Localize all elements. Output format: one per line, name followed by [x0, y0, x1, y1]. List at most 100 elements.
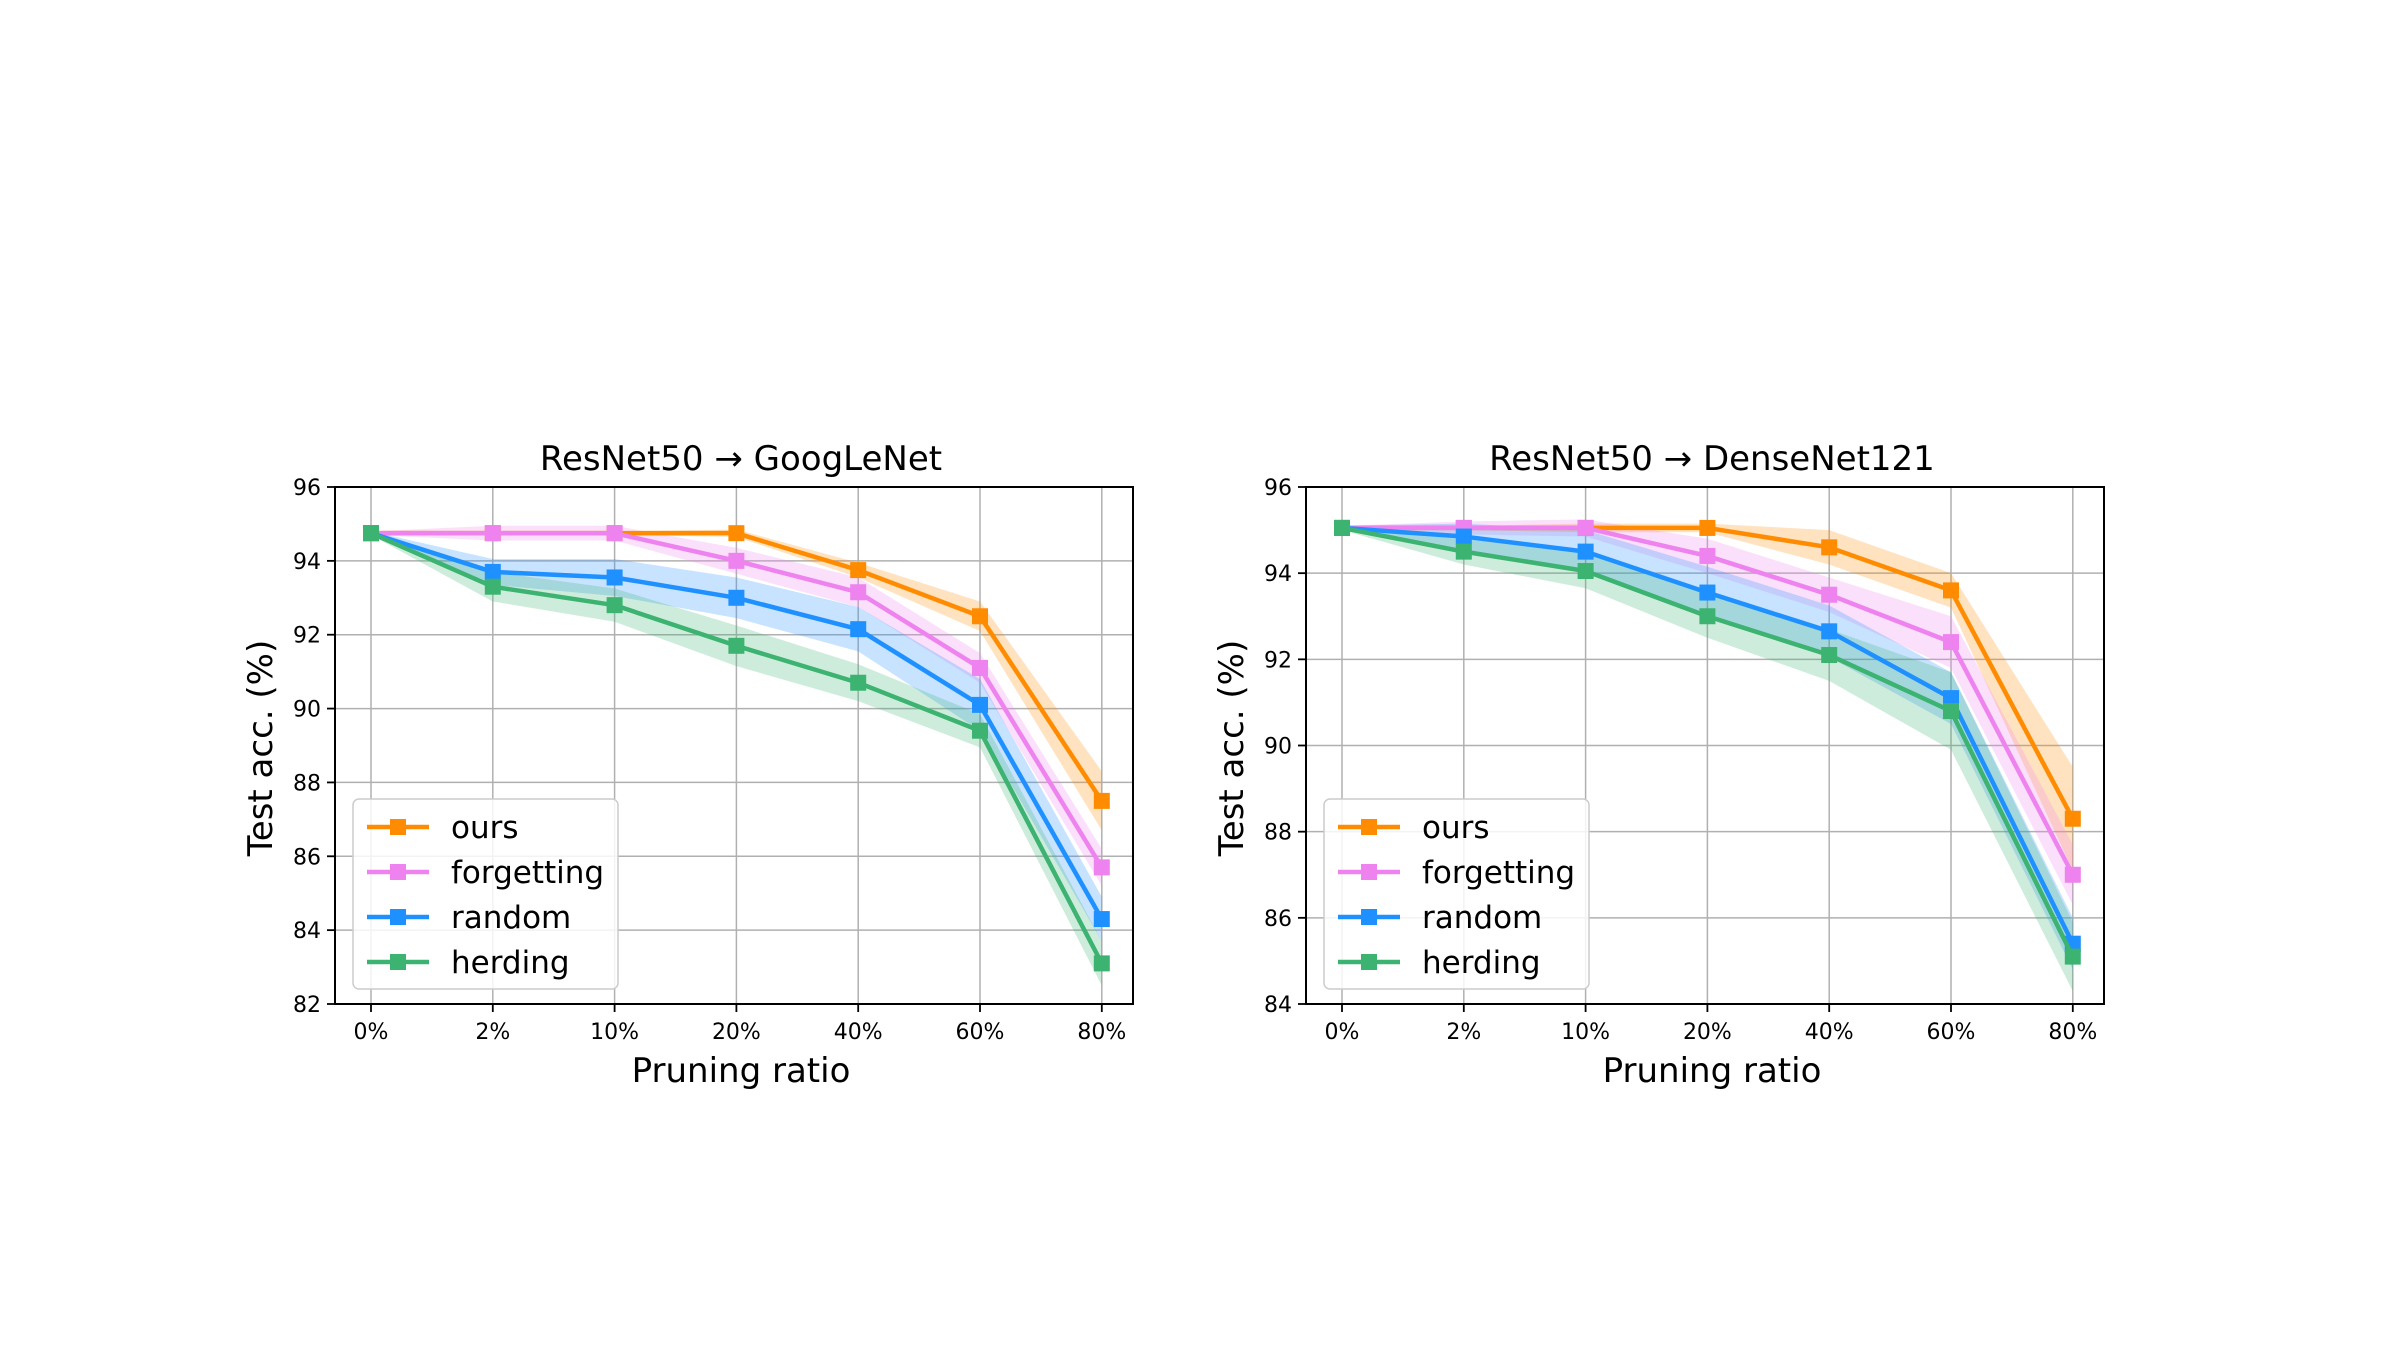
data-point-random	[606, 569, 623, 586]
data-point-forgetting	[1093, 859, 1110, 876]
data-point-herding	[1455, 543, 1472, 560]
x-axis-label: Pruning ratio	[632, 1051, 851, 1091]
legend-label-ours: ours	[1422, 810, 1490, 846]
data-point-ours	[850, 562, 867, 579]
data-point-ours	[1943, 582, 1959, 599]
x-tick-label: 60%	[956, 1020, 1005, 1045]
legend-label-herding: herding	[1422, 945, 1541, 981]
x-axis-label: Pruning ratio	[1603, 1051, 1822, 1091]
x-tick-label: 2%	[475, 1020, 510, 1045]
x-tick-label: 0%	[1325, 1020, 1360, 1045]
y-tick-label: 84	[293, 919, 321, 944]
series-forgetting	[1334, 519, 2081, 883]
x-tick-label: 2%	[1446, 1020, 1481, 1045]
chart-panel-densenet121: ResNet50 → DenseNet121 Pruning ratio Tes…	[1212, 439, 2105, 1091]
x-tick-label: 80%	[1077, 1020, 1126, 1045]
series-herding	[1334, 519, 2081, 965]
y-axis-label: Test acc. (%)	[241, 640, 281, 857]
data-point-herding	[1699, 608, 1716, 625]
y-axis-label: Test acc. (%)	[1212, 640, 1252, 857]
data-point-random	[484, 563, 501, 580]
legend-box	[352, 798, 619, 990]
chart-title: ResNet50 → DenseNet121	[1489, 439, 1935, 479]
x-tick-label: 40%	[834, 1020, 883, 1045]
chart-panel-googlenet: ResNet50 → GoogLeNet Pruning ratio Test …	[241, 439, 1134, 1091]
band-forgetting	[371, 525, 1102, 886]
y-tick-label: 96	[293, 476, 321, 501]
band-random	[371, 531, 1102, 942]
data-point-random	[1821, 623, 1838, 640]
legend-swatch-marker	[1361, 819, 1377, 835]
data-point-random	[1943, 690, 1959, 707]
data-point-forgetting	[2064, 866, 2081, 883]
data-point-forgetting	[728, 552, 745, 569]
data-point-forgetting	[1821, 586, 1838, 603]
data-point-herding	[850, 674, 867, 691]
legend-swatch-marker	[1361, 864, 1377, 880]
data-point-ours	[2064, 810, 2081, 827]
x-tick-label: 10%	[1561, 1020, 1610, 1045]
legend-swatch-marker	[390, 954, 406, 970]
data-point-forgetting	[850, 584, 867, 601]
x-tick-label: 80%	[2048, 1020, 2097, 1045]
band-forgetting	[1342, 519, 2073, 905]
data-point-herding	[484, 578, 501, 595]
y-tick-label: 92	[1264, 648, 1292, 673]
y-tick-label: 88	[1264, 821, 1292, 846]
y-tick-label: 82	[293, 993, 321, 1018]
y-tick-label: 94	[1264, 562, 1292, 587]
x-tick-label: 20%	[1683, 1020, 1732, 1045]
data-point-ours	[1821, 539, 1838, 556]
data-point-ours	[1699, 519, 1716, 536]
y-tick-label: 90	[293, 698, 321, 723]
data-point-forgetting	[1577, 519, 1594, 536]
data-point-random	[1455, 528, 1472, 545]
x-tick-label: 0%	[354, 1020, 389, 1045]
y-tick-label: 90	[1264, 735, 1292, 760]
legend-swatch-marker	[1361, 909, 1377, 925]
data-point-herding	[1943, 703, 1959, 720]
data-point-random	[1577, 543, 1594, 560]
data-point-ours	[728, 525, 745, 542]
confidence-bands	[371, 525, 1102, 986]
y-tick-label: 88	[293, 771, 321, 796]
data-point-forgetting	[484, 525, 501, 542]
legend-label-forgetting: forgetting	[1422, 855, 1575, 891]
legend-label-ours: ours	[451, 810, 519, 846]
data-point-forgetting	[1943, 634, 1959, 651]
y-axis-ticks: 82 84 86 88 90 92 94 96	[293, 476, 335, 1018]
y-tick-label: 92	[293, 624, 321, 649]
data-point-random	[1699, 584, 1716, 601]
data-point-herding	[1577, 563, 1594, 580]
y-tick-label: 94	[293, 550, 321, 575]
data-point-herding	[728, 637, 745, 654]
legend-swatch-marker	[1361, 954, 1377, 970]
legend: ours forgetting random herding	[352, 798, 619, 990]
series-herding	[363, 525, 1110, 972]
y-tick-label: 84	[1264, 993, 1292, 1018]
plot-frame	[334, 486, 1134, 1005]
data-point-herding	[1093, 955, 1110, 972]
x-tick-label: 40%	[1805, 1020, 1854, 1045]
legend-label-herding: herding	[451, 945, 570, 981]
x-axis-ticks: 0% 2% 10% 20% 40% 60% 80%	[1325, 1004, 2097, 1045]
y-tick-label: 96	[1264, 476, 1292, 501]
legend-label-forgetting: forgetting	[451, 855, 604, 891]
data-point-random	[728, 589, 745, 606]
legend-label-random: random	[1422, 900, 1542, 936]
legend-swatch-marker	[390, 819, 406, 835]
y-axis-ticks: 84 86 88 90 92 94 96	[1264, 476, 1306, 1018]
data-point-forgetting	[972, 659, 988, 676]
legend-box	[1323, 798, 1590, 990]
data-point-herding	[1334, 519, 1350, 536]
legend: ours forgetting random herding	[1323, 798, 1590, 990]
data-point-herding	[606, 597, 623, 614]
data-point-random	[972, 696, 988, 713]
series-random	[363, 525, 1110, 928]
data-point-ours	[1093, 792, 1110, 809]
x-tick-label: 10%	[590, 1020, 639, 1045]
data-point-herding	[1821, 647, 1838, 664]
data-point-herding	[972, 722, 988, 739]
